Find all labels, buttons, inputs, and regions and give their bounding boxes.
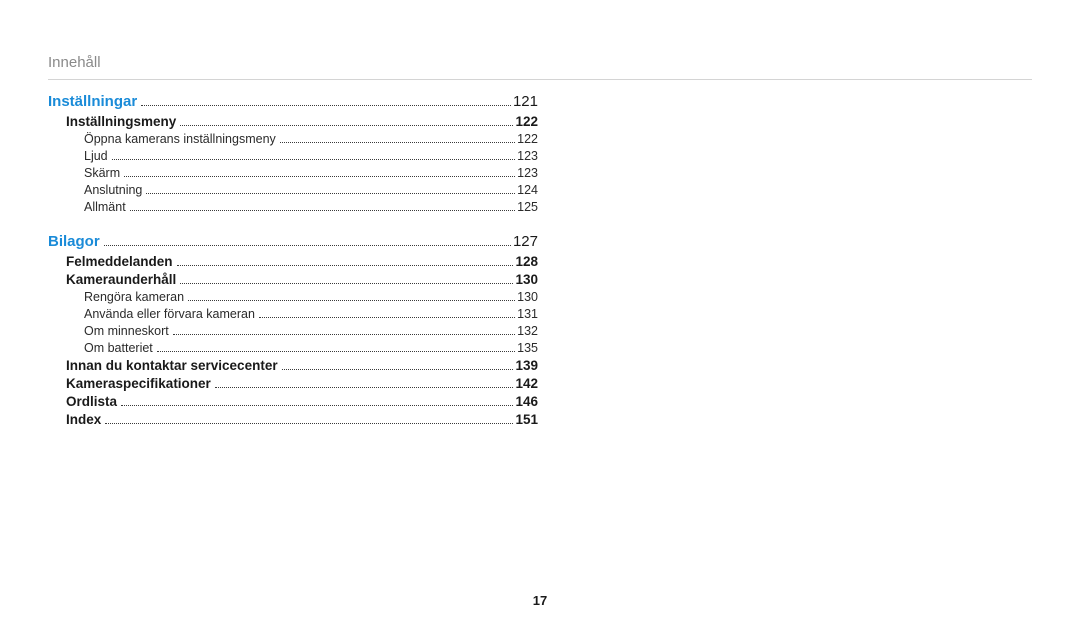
toc-item: Öppna kamerans inställningsmeny 122 — [48, 133, 538, 146]
toc-item: Rengöra kameran 130 — [48, 291, 538, 304]
toc-section: Inställningar 121 — [48, 94, 538, 109]
toc-leader — [259, 317, 515, 318]
toc-leader — [177, 265, 514, 266]
page: Innehåll Inställningar 121 Inställningsm… — [0, 0, 1080, 630]
toc-leader — [215, 387, 514, 388]
toc-section-title: Bilagor — [48, 234, 100, 249]
toc-leader — [104, 245, 511, 246]
toc-leader — [124, 176, 515, 177]
toc-subsection: Felmeddelanden 128 — [48, 255, 538, 269]
toc-leader — [105, 423, 513, 424]
table-of-contents: Inställningar 121 Inställningsmeny 122 Ö… — [48, 94, 538, 427]
toc-leader — [157, 351, 515, 352]
toc-sub-title: Kameraspecifikationer — [66, 377, 211, 391]
page-number: 17 — [0, 593, 1080, 608]
toc-item-title: Öppna kamerans inställningsmeny — [84, 133, 276, 146]
toc-item-page: 132 — [517, 325, 538, 338]
toc-sub-page: 128 — [515, 255, 538, 269]
toc-leader — [180, 283, 513, 284]
toc-subsection: Inställningsmeny 122 — [48, 115, 538, 129]
toc-item: Allmänt 125 — [48, 201, 538, 214]
toc-item-page: 125 — [517, 201, 538, 214]
toc-subsection: Kameraunderhåll 130 — [48, 273, 538, 287]
toc-item-title: Skärm — [84, 167, 120, 180]
toc-item: Skärm 123 — [48, 167, 538, 180]
toc-section-page: 127 — [513, 234, 538, 249]
toc-item-title: Om minneskort — [84, 325, 169, 338]
toc-item-title: Allmänt — [84, 201, 126, 214]
toc-sub-title: Ordlista — [66, 395, 117, 409]
toc-item-page: 124 — [517, 184, 538, 197]
toc-subsection: Kameraspecifikationer 142 — [48, 377, 538, 391]
toc-item-title: Rengöra kameran — [84, 291, 184, 304]
toc-leader — [146, 193, 515, 194]
toc-subsection: Index 151 — [48, 413, 538, 427]
toc-section-page: 121 — [513, 94, 538, 109]
toc-sub-title: Innan du kontaktar servicecenter — [66, 359, 278, 373]
toc-item: Om batteriet 135 — [48, 342, 538, 355]
toc-sub-title: Index — [66, 413, 101, 427]
toc-leader — [121, 405, 513, 406]
toc-sub-title: Inställningsmeny — [66, 115, 176, 129]
toc-item: Använda eller förvara kameran 131 — [48, 308, 538, 321]
toc-item-page: 135 — [517, 342, 538, 355]
toc-leader — [141, 105, 511, 106]
header-rule — [48, 79, 1032, 80]
toc-subsection: Ordlista 146 — [48, 395, 538, 409]
toc-subsection: Innan du kontaktar servicecenter 139 — [48, 359, 538, 373]
toc-sub-page: 142 — [515, 377, 538, 391]
toc-item-page: 130 — [517, 291, 538, 304]
toc-item-page: 123 — [517, 167, 538, 180]
toc-item-title: Använda eller förvara kameran — [84, 308, 255, 321]
toc-sub-title: Kameraunderhåll — [66, 273, 176, 287]
toc-leader — [282, 369, 514, 370]
toc-sub-page: 122 — [515, 115, 538, 129]
toc-sub-page: 130 — [515, 273, 538, 287]
toc-item: Om minneskort 132 — [48, 325, 538, 338]
toc-section: Bilagor 127 — [48, 234, 538, 249]
toc-item-title: Ljud — [84, 150, 108, 163]
toc-item: Ljud 123 — [48, 150, 538, 163]
toc-leader — [188, 300, 515, 301]
toc-leader — [280, 142, 515, 143]
toc-section-title: Inställningar — [48, 94, 137, 109]
toc-item-page: 123 — [517, 150, 538, 163]
toc-item: Anslutning 124 — [48, 184, 538, 197]
toc-leader — [173, 334, 515, 335]
toc-item-page: 131 — [517, 308, 538, 321]
toc-item-title: Anslutning — [84, 184, 142, 197]
toc-leader — [180, 125, 513, 126]
toc-leader — [112, 159, 516, 160]
toc-leader — [130, 210, 515, 211]
toc-sub-page: 151 — [515, 413, 538, 427]
toc-item-page: 122 — [517, 133, 538, 146]
toc-item-title: Om batteriet — [84, 342, 153, 355]
toc-sub-title: Felmeddelanden — [66, 255, 173, 269]
toc-sub-page: 139 — [515, 359, 538, 373]
page-header-title: Innehåll — [48, 54, 1032, 71]
toc-sub-page: 146 — [515, 395, 538, 409]
